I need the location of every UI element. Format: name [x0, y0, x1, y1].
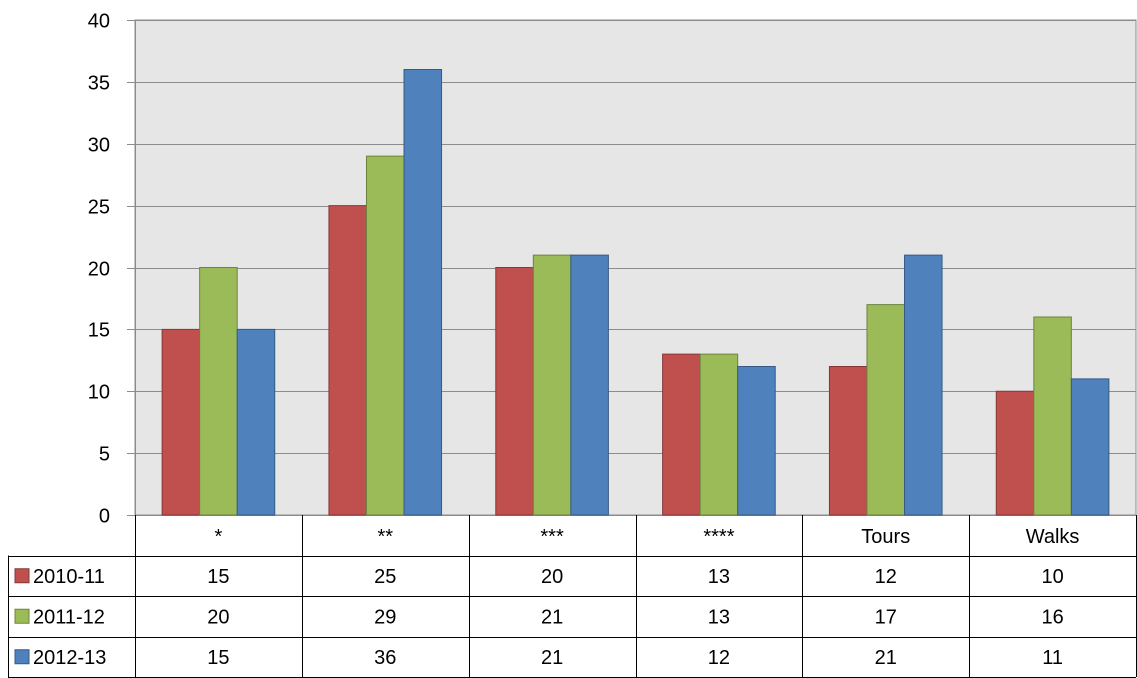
plot-area [134, 19, 1137, 516]
series-name: 2010-11 [33, 566, 105, 588]
bar-2012-13-2 [570, 254, 609, 516]
bar-2010-11-4 [828, 366, 868, 516]
y-tick-label: 5 [99, 444, 110, 466]
table-value: 11 [1042, 647, 1063, 669]
y-tick-label: 30 [88, 135, 110, 157]
category-label: *** [540, 526, 564, 548]
category-label: ** [377, 526, 393, 548]
category-label: Tours [861, 526, 910, 548]
category-label: * [215, 526, 223, 548]
plot-background [134, 19, 1137, 516]
bar-2011-12-5 [1033, 316, 1072, 516]
table-value: 10 [1041, 566, 1063, 588]
bar-2012-13-4 [904, 254, 943, 516]
table-value: 29 [374, 606, 396, 628]
legend-key-2011-12 [14, 608, 30, 624]
bar-2012-13-5 [1070, 378, 1110, 516]
y-tick-label: 35 [88, 73, 110, 95]
table-value: 12 [708, 647, 730, 669]
bar-2010-11-1 [328, 205, 367, 516]
bar-2010-11-3 [662, 353, 701, 516]
table-value: 20 [207, 606, 229, 628]
table-value: 36 [374, 647, 396, 669]
bar-2012-13-0 [236, 328, 276, 516]
table-value: 21 [875, 647, 897, 669]
bar-2011-12-4 [866, 304, 906, 516]
bar-2012-13-1 [403, 69, 443, 516]
table-value: 17 [875, 606, 897, 628]
table-value: 13 [708, 566, 730, 588]
series-name: 2011-12 [33, 606, 105, 628]
y-tick-label: 0 [99, 506, 110, 528]
table-value: 21 [541, 647, 563, 669]
table-value: 21 [541, 606, 563, 628]
bar-2012-13-3 [737, 366, 776, 516]
bar-2010-11-2 [495, 267, 534, 516]
y-axis: 0 5 10 15 20 25 30 35 40 [88, 11, 136, 528]
category-label: Walks [1026, 526, 1080, 548]
bar-2010-11-5 [995, 390, 1035, 516]
y-tick-label: 15 [88, 320, 110, 342]
y-tick-label: 20 [88, 259, 110, 281]
table-value: 15 [207, 566, 229, 588]
table-value: 20 [541, 566, 563, 588]
bar-2011-12-2 [532, 254, 572, 516]
y-tick-label: 40 [88, 11, 110, 33]
legend-key-2012-13 [14, 649, 30, 665]
legend-key-2010-11 [14, 568, 30, 584]
table-value: 13 [708, 606, 730, 628]
table-value: 16 [1041, 606, 1063, 628]
bar-2010-11-0 [161, 328, 201, 516]
series-name: 2012-13 [33, 647, 106, 669]
y-tick-label: 25 [88, 197, 110, 219]
bars [161, 69, 1110, 516]
y-tick-label: 10 [88, 382, 110, 404]
table-value: 12 [875, 566, 897, 588]
table-value: 15 [207, 647, 229, 669]
category-label: **** [703, 526, 734, 548]
bar-2011-12-3 [699, 353, 739, 516]
bar-2011-12-1 [365, 155, 405, 516]
bar-2011-12-0 [199, 267, 238, 516]
gridlines [135, 20, 1136, 516]
table-value: 25 [374, 566, 396, 588]
